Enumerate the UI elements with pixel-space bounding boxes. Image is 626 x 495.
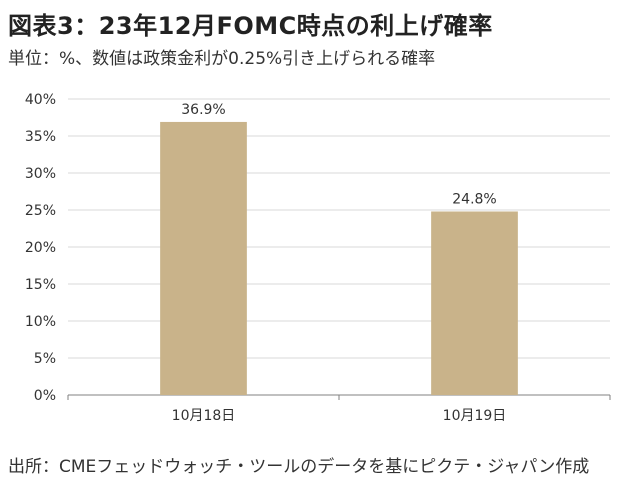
- axes: [67, 394, 611, 400]
- y-tick-label: 40%: [25, 92, 56, 108]
- y-tick-label: 5%: [34, 351, 56, 367]
- data-labels: 36.9% 24.8%: [181, 102, 496, 208]
- bar-data-label: 36.9%: [181, 102, 225, 118]
- y-tick-label: 30%: [25, 166, 56, 182]
- gridlines: [68, 98, 610, 359]
- category-labels: 10月18日 10月19日: [172, 408, 507, 424]
- y-tick-label: 0%: [34, 388, 56, 404]
- x-category-label: 10月18日: [172, 408, 236, 424]
- chart-title: 図表3：23年12月FOMC時点の利上げ確率: [8, 12, 493, 40]
- x-category-label: 10月19日: [443, 408, 507, 424]
- y-tick-label: 25%: [25, 203, 56, 219]
- y-tick-label: 15%: [25, 277, 56, 293]
- y-tick-label: 20%: [25, 240, 56, 256]
- bar: [160, 121, 247, 395]
- bar: [431, 211, 518, 395]
- bars: [160, 121, 518, 395]
- bar-data-label: 24.8%: [452, 191, 496, 207]
- y-tick-label: 10%: [25, 314, 56, 330]
- chart-subtitle: 単位：%、数値は政策金利が0.25%引き上げられる確率: [8, 49, 436, 69]
- y-tick-labels: 0% 5% 10% 15% 20% 25% 30% 35% 40%: [25, 92, 56, 404]
- source-note: 出所：CMEフェッドウォッチ・ツールのデータを基にピクテ・ジャパン作成: [8, 457, 590, 477]
- y-tick-label: 35%: [25, 129, 56, 145]
